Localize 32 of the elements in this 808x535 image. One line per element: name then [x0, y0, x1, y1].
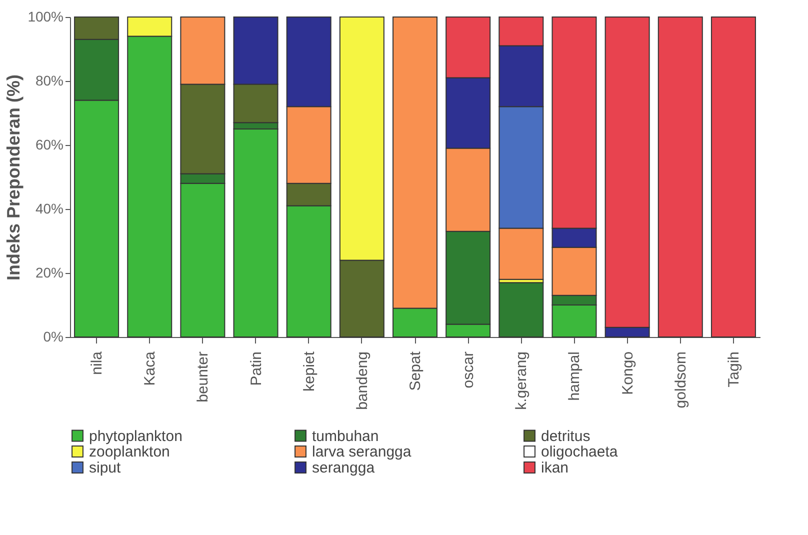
x-tick-label: hampal [566, 352, 584, 401]
x-tick-label: Kaca [142, 350, 159, 386]
x-tick-label: oscar [460, 352, 478, 388]
legend-label: larva serangga [312, 444, 412, 460]
y-tick-label: 100% [28, 8, 64, 24]
legend-label: zooplankton [89, 444, 170, 460]
legend-label: ikan [541, 460, 569, 476]
bar [498, 282, 544, 338]
legend-label: detritus [541, 428, 590, 445]
y-tick-label: 80% [35, 72, 64, 88]
y-tick-label: 60% [35, 136, 64, 152]
bar [658, 16, 703, 338]
y-tick-label: 20% [35, 264, 64, 280]
legend-label: oligochaeta [541, 444, 618, 460]
y-tick-label: 40% [35, 200, 64, 216]
x-tick-label: Patin [248, 352, 265, 386]
x-tick-label: bandeng [354, 352, 371, 410]
legend-label: tumbuhan [312, 428, 379, 445]
x-tick-label: goldsom [672, 352, 690, 408]
x-tick-label: nila [88, 350, 106, 375]
x-tick-label: Sepat [407, 350, 424, 391]
legend-label: siput [89, 460, 122, 476]
x-tick-label: Tagih [725, 352, 742, 388]
x-tick-label: k.gerang [513, 352, 530, 410]
legend-label: serangga [312, 460, 376, 476]
legend-label: phytoplankton [89, 428, 182, 445]
x-tick-label: beunter [194, 351, 212, 402]
x-tick-label: kepiet [300, 350, 318, 392]
bar [710, 16, 756, 338]
x-tick-label: Kongo [619, 352, 636, 395]
y-tick-label: 0% [43, 328, 64, 344]
y-axis-title: Indeks Preponderan (%) [4, 74, 24, 281]
